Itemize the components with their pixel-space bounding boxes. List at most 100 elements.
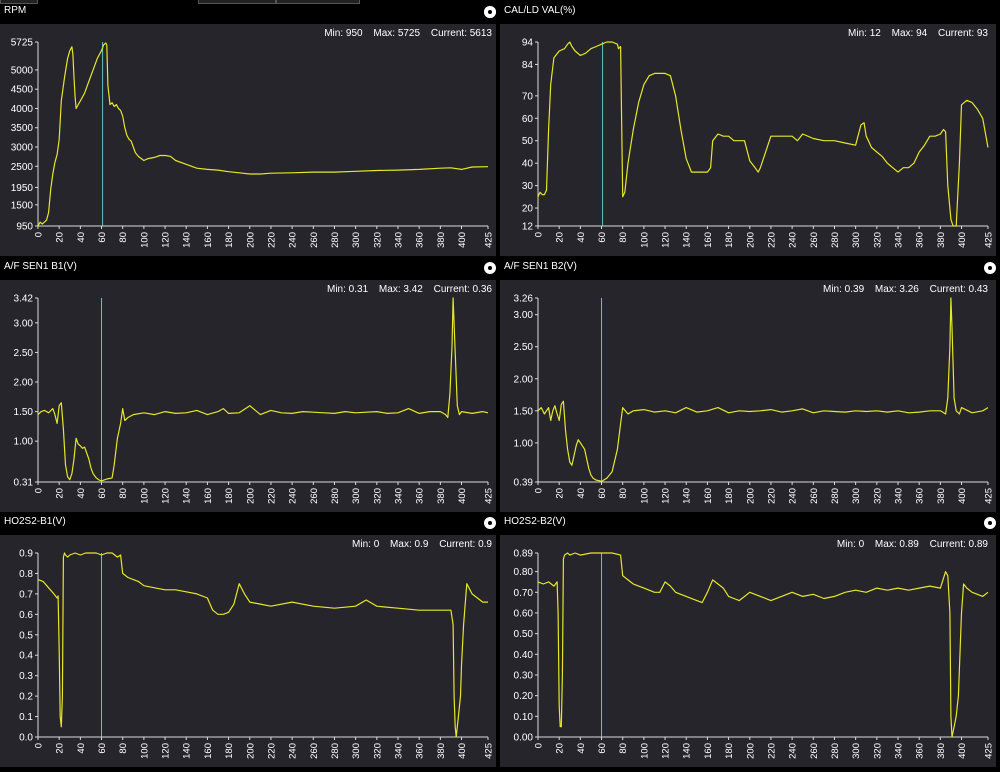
x-tick-label: 140: [182, 488, 193, 504]
x-tick-label: 320: [872, 743, 883, 759]
y-tick-label: 20: [522, 204, 534, 215]
y-tick-label: 3500: [11, 123, 34, 134]
current-value: 0.36: [472, 284, 492, 295]
current-value: 0.43: [968, 284, 988, 295]
x-tick-label: 340: [894, 488, 905, 504]
y-tick-label: 1500: [11, 200, 34, 211]
min-label: Min:: [836, 539, 856, 550]
x-tick-label: 300: [351, 488, 362, 504]
plot-area: 0.39 1.00 1.50 2.00 2.50 3.00 3.26 0 20 40 60 80 100…: [500, 280, 996, 512]
x-tick-label: 220: [266, 488, 277, 504]
chart-svg: 950 1500 1950 2500 3000 3500 4000 4500 5000 5725 0…: [11, 38, 495, 248]
y-tick-label: 0.6: [19, 610, 33, 621]
x-tick-label: 380: [936, 488, 947, 504]
x-tick-label: 160: [703, 743, 714, 759]
chart-panel-af-sen1-b1: A/F SEN1 B1(V) 0.31 1.00 1.50 2.00 2.50 3.00 3…: [0, 258, 496, 512]
stats-readout: Min: 0.39 Max: 3.26 Current: 0.43: [815, 284, 988, 295]
current-value: 5613: [469, 28, 492, 39]
x-tick-label: 40: [576, 488, 587, 499]
stats-readout: Min: 950 Max: 5725 Current: 5613: [316, 28, 492, 39]
x-tick-label: 240: [288, 232, 299, 248]
current-label: Current:: [430, 28, 467, 39]
x-tick-label: 260: [809, 488, 820, 504]
y-tick-label: 3.26: [514, 294, 534, 305]
x-tick-label: 240: [788, 232, 799, 248]
x-tick-label: 320: [872, 488, 883, 504]
toolbar-button-right[interactable]: [276, 0, 360, 4]
current-label: Current:: [929, 539, 966, 550]
x-tick-label: 380: [936, 232, 947, 248]
settings-dot-icon[interactable]: [484, 6, 496, 18]
panel-title: A/F SEN1 B2(V): [504, 261, 577, 272]
x-tick-label: 0: [534, 488, 545, 493]
chart-svg: 0.00 0.10 0.20 0.30 0.40 0.50 0.60 0.70 0.80 0.89…: [514, 549, 995, 759]
x-tick-label: 0: [534, 232, 545, 237]
y-tick-label: 0.1: [19, 712, 33, 723]
settings-dot-icon[interactable]: [984, 262, 996, 274]
panel-title: HO2S2-B1(V): [4, 516, 66, 527]
x-tick-label: 425: [484, 232, 495, 248]
y-tick-label: 5000: [11, 65, 34, 76]
y-tick-label: 1.00: [514, 438, 534, 449]
panel-title: HO2S2-B2(V): [504, 516, 566, 527]
y-tick-label: 0.40: [514, 650, 534, 661]
x-tick-label: 180: [724, 488, 735, 504]
y-tick-label: 950: [16, 222, 33, 233]
x-tick-label: 100: [139, 743, 150, 759]
x-tick-label: 60: [597, 232, 608, 243]
settings-dot-icon[interactable]: [984, 517, 996, 529]
x-tick-label: 240: [788, 488, 799, 504]
x-tick-label: 120: [661, 232, 672, 248]
x-tick-label: 240: [288, 488, 299, 504]
panel-title: CAL/LD VAL(%): [504, 5, 576, 16]
x-tick-label: 400: [957, 488, 968, 504]
min-value: 0: [373, 539, 380, 550]
x-tick-label: 320: [372, 232, 383, 248]
settings-dot-icon[interactable]: [484, 517, 496, 529]
y-tick-label: 4500: [11, 85, 34, 96]
toolbar-button-middle[interactable]: [198, 0, 276, 4]
x-tick-label: 320: [872, 232, 883, 248]
min-value: 12: [869, 28, 881, 39]
x-tick-label: 40: [76, 232, 87, 243]
y-tick-label: 0.2: [19, 692, 33, 703]
x-tick-label: 400: [957, 232, 968, 248]
x-tick-label: 120: [161, 488, 172, 504]
x-tick-label: 200: [745, 488, 756, 504]
y-tick-label: 0.4: [19, 651, 33, 662]
current-label: Current:: [439, 539, 476, 550]
x-tick-label: 200: [245, 488, 256, 504]
data-series-line: [37, 297, 489, 482]
x-tick-label: 160: [203, 743, 214, 759]
x-tick-label: 220: [266, 232, 277, 248]
plot-area: 0.31 1.00 1.50 2.00 2.50 3.00 3.42 0 20 40 60 80 100…: [0, 280, 496, 512]
y-tick-label: 0.3: [19, 671, 33, 682]
y-tick-label: 3000: [11, 143, 34, 154]
x-tick-label: 425: [984, 232, 995, 248]
plot-area: 0.00 0.10 0.20 0.30 0.40 0.50 0.60 0.70 0.80 0.89…: [500, 535, 996, 767]
x-tick-label: 200: [245, 232, 256, 248]
x-tick-label: 40: [76, 488, 87, 499]
x-tick-label: 300: [851, 488, 862, 504]
data-series-line: [37, 42, 489, 227]
x-tick-label: 180: [224, 488, 235, 504]
x-tick-label: 280: [330, 232, 341, 248]
x-tick-label: 80: [118, 232, 129, 243]
max-value: 5725: [397, 28, 421, 39]
settings-dot-icon[interactable]: [484, 262, 496, 274]
x-tick-label: 200: [745, 743, 756, 759]
max-value: 3.42: [403, 284, 423, 295]
x-tick-label: 140: [682, 743, 693, 759]
x-tick-label: 260: [809, 232, 820, 248]
x-tick-label: 140: [182, 743, 193, 759]
toolbar-button-left[interactable]: [0, 0, 38, 4]
x-tick-label: 60: [597, 743, 608, 754]
x-tick-label: 220: [766, 232, 777, 248]
min-value: 0.39: [844, 284, 865, 295]
chart-panel-cal-ld-val: CAL/LD VAL(%) 12 20 30 40 50 60 70 84 94 0 20 40 60 8…: [484, 2, 996, 256]
y-tick-label: 0.50: [514, 629, 534, 640]
max-label: Max:: [373, 28, 396, 39]
x-tick-label: 200: [245, 743, 256, 759]
x-tick-label: 80: [618, 743, 629, 754]
y-tick-label: 0.20: [514, 691, 534, 702]
